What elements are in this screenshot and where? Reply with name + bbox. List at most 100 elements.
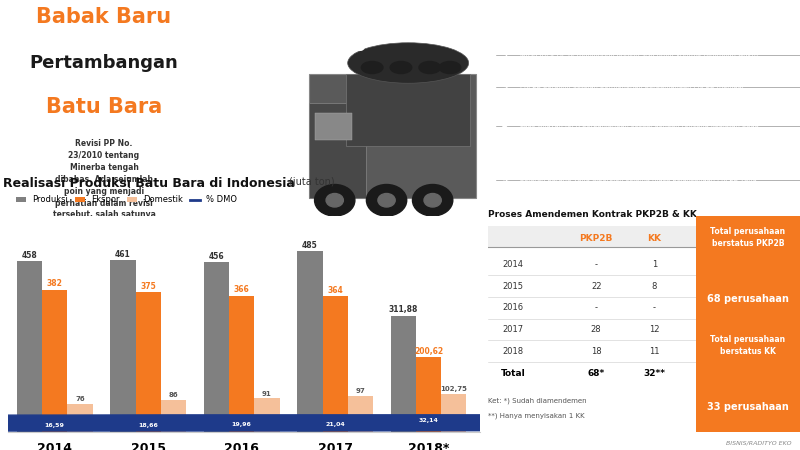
Text: 485: 485 xyxy=(302,241,318,250)
Text: 4.: 4. xyxy=(502,122,510,130)
Text: Permohonan Perpanjangan PKP2B menjadi IUPK diajukan dalam jangka
paling cepat 5 : Permohonan Perpanjangan PKP2B menjadi IU… xyxy=(520,7,758,28)
Text: 375: 375 xyxy=(140,282,156,291)
Text: (juta ton): (juta ton) xyxy=(289,177,334,187)
Ellipse shape xyxy=(418,61,442,74)
Text: 19,96: 19,96 xyxy=(232,422,252,427)
Text: Luas wilayah IUPK perpanjangan sesuai dengan rencana kegiatan pada
seluruh wilay: Luas wilayah IUPK perpanjangan sesuai de… xyxy=(520,122,759,143)
Circle shape xyxy=(0,415,800,425)
Bar xyxy=(390,316,416,432)
Text: Total perusahaan
berstatus KK: Total perusahaan berstatus KK xyxy=(710,335,786,356)
Bar xyxy=(348,396,373,432)
Ellipse shape xyxy=(390,61,413,74)
Ellipse shape xyxy=(361,61,384,74)
Bar xyxy=(298,252,322,432)
Text: Batu Bara: Batu Bara xyxy=(46,97,162,117)
Text: 382: 382 xyxy=(46,279,62,288)
Text: 21,04: 21,04 xyxy=(326,422,345,427)
Text: BISNIS/RADITYO EKO: BISNIS/RADITYO EKO xyxy=(726,441,792,446)
Text: 28: 28 xyxy=(591,325,602,334)
Text: 22: 22 xyxy=(591,282,602,291)
Circle shape xyxy=(0,420,800,430)
Text: 461: 461 xyxy=(115,250,131,259)
Circle shape xyxy=(366,184,406,216)
Text: 311,88: 311,88 xyxy=(389,306,418,315)
Text: 76: 76 xyxy=(75,396,85,402)
Bar xyxy=(204,262,229,432)
Text: 8: 8 xyxy=(652,282,657,291)
Bar xyxy=(135,292,161,432)
Circle shape xyxy=(378,194,395,207)
Text: 102,75: 102,75 xyxy=(440,386,467,392)
Text: PKP2B berakhir setelah permohonan perpanjangan PKP2B menjadi
IUPK OP perpanjanga: PKP2B berakhir setelah permohonan perpan… xyxy=(520,83,744,97)
Text: 2015: 2015 xyxy=(502,282,523,291)
Bar xyxy=(322,297,348,432)
Text: 32**: 32** xyxy=(643,369,666,378)
Text: 2017: 2017 xyxy=(502,325,523,334)
Text: Usulan Perubahan ke-6: Usulan Perubahan ke-6 xyxy=(222,7,367,17)
FancyBboxPatch shape xyxy=(488,226,696,248)
Text: -: - xyxy=(653,303,656,312)
FancyBboxPatch shape xyxy=(346,74,470,146)
Circle shape xyxy=(0,421,800,431)
Bar xyxy=(442,394,466,432)
Text: Proses Amendemen Kontrak PKP2B & KK: Proses Amendemen Kontrak PKP2B & KK xyxy=(487,210,697,219)
Text: Realisasi Produksi Batu Bara di Indonesia: Realisasi Produksi Batu Bara di Indonesi… xyxy=(3,177,295,190)
Ellipse shape xyxy=(348,43,469,83)
Bar xyxy=(416,357,442,432)
Text: 5.: 5. xyxy=(502,176,510,184)
Bar xyxy=(254,398,279,432)
Text: KK: KK xyxy=(647,234,662,243)
Text: 200,62: 200,62 xyxy=(414,347,443,356)
Circle shape xyxy=(424,194,442,207)
Circle shape xyxy=(413,184,453,216)
Text: Seluruh barang yang diperoleh selama masa pelaksanaan PKP2B yang
ditetapkan menj: Seluruh barang yang diperoleh selama mas… xyxy=(520,176,758,220)
Text: **) Hanya menyisakan 1 KK: **) Hanya menyisakan 1 KK xyxy=(488,413,585,419)
Text: Revisi PP No.
23/2010 tentang
Minerba tengah
dibahas. Ada sejumlah
poin yang men: Revisi PP No. 23/2010 tentang Minerba te… xyxy=(50,140,158,255)
Bar xyxy=(110,260,135,432)
Bar xyxy=(229,296,254,432)
Bar xyxy=(161,400,186,432)
Circle shape xyxy=(0,419,800,429)
Bar xyxy=(42,290,67,432)
Legend: Produksi, Ekspor, Domestik, % DMO: Produksi, Ekspor, Domestik, % DMO xyxy=(12,192,241,208)
Text: 2016: 2016 xyxy=(502,303,523,312)
Text: 456: 456 xyxy=(209,252,224,261)
Text: 1: 1 xyxy=(652,260,657,269)
Text: 364: 364 xyxy=(327,286,343,295)
Circle shape xyxy=(314,184,355,216)
Ellipse shape xyxy=(438,61,462,74)
FancyBboxPatch shape xyxy=(309,74,476,198)
Text: -: - xyxy=(594,303,598,312)
Text: 2.: 2. xyxy=(502,52,510,61)
FancyBboxPatch shape xyxy=(694,320,800,436)
Text: Total perusahaan
berstatus PKP2B: Total perusahaan berstatus PKP2B xyxy=(710,227,786,248)
Circle shape xyxy=(326,194,343,207)
Text: 33 perusahaan: 33 perusahaan xyxy=(707,402,789,412)
Text: -: - xyxy=(594,260,598,269)
Circle shape xyxy=(0,419,800,430)
Text: 86: 86 xyxy=(169,392,178,399)
Text: 18: 18 xyxy=(591,346,602,356)
Text: Ket: *) Sudah diamendemen: Ket: *) Sudah diamendemen xyxy=(488,397,586,404)
Text: 68*: 68* xyxy=(587,369,605,378)
Text: Masa IUPK OP perpanjangan adalah sisa umur kontrak ditambah waktu
perpanjangan (: Masa IUPK OP perpanjangan adalah sisa um… xyxy=(520,52,758,66)
Text: 91: 91 xyxy=(262,391,272,396)
Text: 16,59: 16,59 xyxy=(45,423,65,428)
Text: 2014: 2014 xyxy=(502,260,523,269)
Text: 3.: 3. xyxy=(502,83,510,92)
Text: PP No. 23/2010: PP No. 23/2010 xyxy=(223,36,366,54)
Text: 18,66: 18,66 xyxy=(138,423,158,427)
Text: 68 perusahaan: 68 perusahaan xyxy=(707,294,789,304)
Text: PKP2B: PKP2B xyxy=(579,234,613,243)
Text: 11: 11 xyxy=(649,346,660,356)
FancyBboxPatch shape xyxy=(309,104,366,198)
Text: 12: 12 xyxy=(649,325,660,334)
Text: 366: 366 xyxy=(234,285,250,294)
FancyBboxPatch shape xyxy=(314,112,352,140)
Text: 1.: 1. xyxy=(502,7,510,16)
Text: Pertambangan: Pertambangan xyxy=(30,54,178,72)
Text: Total: Total xyxy=(501,369,526,378)
Text: Babak Baru: Babak Baru xyxy=(37,7,171,27)
Bar xyxy=(17,261,42,432)
Text: 97: 97 xyxy=(355,388,366,394)
